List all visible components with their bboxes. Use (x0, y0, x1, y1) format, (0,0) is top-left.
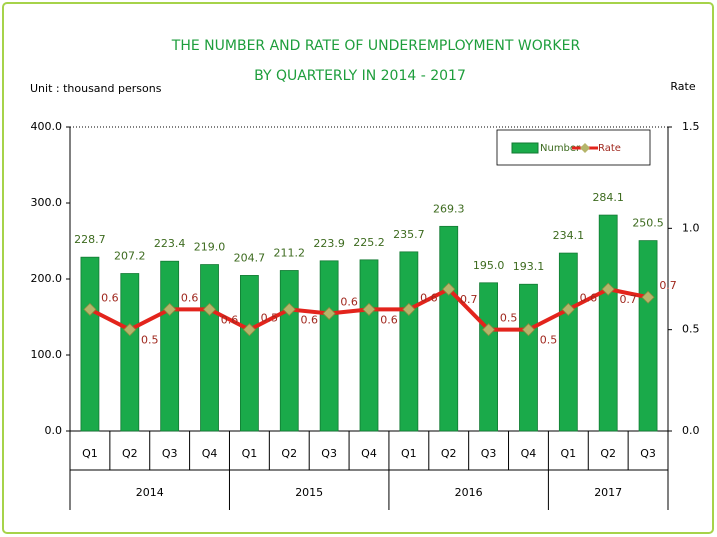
x-tick-label: Q2 (441, 447, 457, 460)
x-tick-label: Q2 (600, 447, 616, 460)
y-tick-label: 100.0 (31, 348, 63, 361)
rate-label: 0.5 (540, 334, 558, 347)
rate-marker (322, 306, 336, 321)
x-group-label: 2016 (455, 486, 483, 499)
bar (200, 264, 219, 432)
rate-marker (202, 302, 217, 316)
rate-label: 0.6 (101, 291, 119, 304)
rate-marker (163, 302, 177, 316)
rate-marker (362, 302, 376, 316)
x-tick-label: Q1 (401, 447, 417, 460)
bar-label: 219.0 (194, 241, 226, 254)
x-tick-label: Q1 (560, 447, 576, 460)
rate-label: 0.7 (619, 293, 637, 306)
bar (319, 260, 339, 432)
x-tick-label: Q4 (361, 447, 377, 460)
bar-label: 250.5 (632, 217, 664, 230)
rate-marker (641, 290, 655, 304)
y-tick-label: 200.0 (31, 272, 63, 285)
bar (160, 260, 180, 432)
bar-label: 193.1 (513, 260, 545, 273)
rate-label: 0.6 (580, 291, 598, 304)
legend-swatch (511, 142, 539, 154)
bar (279, 270, 299, 432)
bar (598, 214, 618, 432)
y2-tick-label: 0.5 (682, 323, 700, 336)
y-tick-label: 300.0 (31, 196, 63, 209)
chart-title: THE NUMBER AND RATE OF UNDEREMPLOYMENT W… (171, 38, 581, 54)
rate-marker (561, 302, 575, 316)
y-axis-label: Unit : thousand persons (30, 82, 162, 95)
bar-label: 234.1 (553, 229, 585, 242)
bar (519, 283, 538, 432)
rate-label: 0.5 (500, 312, 518, 325)
rate-marker (442, 282, 456, 296)
legend-label: Rate (598, 143, 621, 154)
rate-label: 0.7 (659, 279, 677, 292)
rate-label: 0.5 (261, 312, 279, 325)
y2-axis-label: Rate (670, 80, 695, 93)
x-tick-label: Q3 (640, 447, 656, 460)
x-tick-label: Q3 (321, 447, 337, 460)
bar-label: 204.7 (234, 251, 266, 264)
y2-tick-label: 0.0 (682, 424, 700, 437)
legend-swatch (580, 143, 590, 153)
bar-label: 284.1 (592, 191, 624, 204)
rate-marker (482, 323, 496, 337)
bar-label: 207.2 (114, 250, 146, 263)
rate-label: 0.6 (380, 313, 398, 326)
x-group-label: 2015 (295, 486, 323, 499)
x-tick-label: Q2 (281, 447, 297, 460)
x-tick-label: Q2 (122, 447, 138, 460)
bar-label: 269.3 (433, 202, 465, 215)
bar-label: 223.9 (313, 237, 345, 250)
x-tick-label: Q3 (162, 447, 178, 460)
bar-label: 228.7 (74, 233, 106, 246)
bar (80, 256, 100, 432)
bar (638, 240, 658, 432)
x-tick-label: Q1 (242, 447, 258, 460)
x-tick-label: Q1 (82, 447, 98, 460)
bar (479, 282, 499, 432)
rate-label: 0.5 (141, 334, 159, 347)
rate-marker (242, 323, 256, 337)
rate-marker (83, 302, 97, 316)
x-tick-label: Q3 (481, 447, 497, 460)
rate-label: 0.6 (340, 295, 358, 308)
rate-marker (123, 323, 137, 337)
bar-label: 235.7 (393, 228, 425, 241)
bar-label: 223.4 (154, 237, 186, 250)
bar-label: 211.2 (274, 246, 306, 259)
rate-label: 0.6 (301, 313, 319, 326)
bar (239, 275, 259, 432)
bar-label: 195.0 (473, 259, 505, 272)
y2-tick-label: 1.5 (682, 120, 700, 133)
bar (399, 251, 419, 432)
bar-label: 225.2 (353, 236, 385, 249)
rate-marker (282, 302, 296, 316)
x-tick-label: Q4 (521, 447, 537, 460)
rate-marker (601, 282, 615, 296)
bar (558, 252, 578, 432)
rate-label: 0.7 (460, 293, 478, 306)
rate-label: 0.6 (420, 291, 438, 304)
rate-marker (521, 323, 536, 337)
y2-tick-label: 1.0 (682, 221, 700, 234)
y-tick-label: 0.0 (45, 424, 63, 437)
x-tick-label: Q4 (202, 447, 218, 460)
y-tick-label: 400.0 (31, 120, 63, 133)
bar (439, 225, 459, 432)
chart-title: BY QUARTERLY IN 2014 - 2017 (254, 68, 466, 84)
rate-label: 0.6 (221, 313, 239, 326)
legend-label: Number (540, 143, 581, 154)
x-group-label: 2014 (136, 486, 164, 499)
rate-label: 0.6 (181, 291, 199, 304)
bar (359, 259, 379, 432)
bar (120, 273, 140, 432)
x-group-label: 2017 (594, 486, 622, 499)
rate-marker (402, 302, 416, 316)
